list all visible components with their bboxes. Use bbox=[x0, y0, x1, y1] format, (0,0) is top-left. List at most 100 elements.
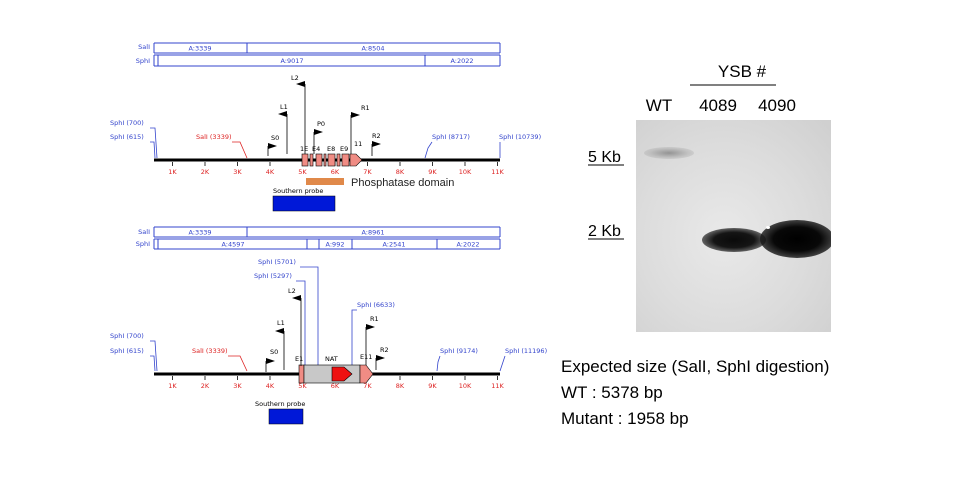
mut-exon-1 bbox=[298, 364, 305, 384]
mut-site-sphi-11196: SphI (11196) bbox=[505, 347, 547, 355]
wt-sphi-enzyme-label: SphI bbox=[136, 57, 150, 65]
mut-tick-label: 10K bbox=[459, 382, 472, 390]
mut-sali-fragment-2: A:8961 bbox=[361, 229, 384, 237]
mut-site-sphi-615: SphI (615) bbox=[110, 347, 144, 355]
wt-southern-probe bbox=[272, 195, 336, 212]
mut-primer-l1: L1 bbox=[277, 319, 285, 327]
marker-2kb: 2 Kb bbox=[588, 223, 621, 240]
blot-band-wt bbox=[644, 147, 694, 159]
mut-site-sphi-700: SphI (700) bbox=[110, 332, 144, 340]
mut-primer-l2: L2 bbox=[288, 287, 296, 295]
wt-sali-fragment-1: A:3339 bbox=[188, 45, 211, 53]
wt-exon-label-e8: E8 bbox=[327, 145, 335, 153]
note-line-2: WT : 5378 bp bbox=[561, 383, 663, 402]
mut-site-sali-3339: SalI (3339) bbox=[192, 347, 228, 355]
mut-primers: L2 L1 S0 R1 R2 bbox=[265, 287, 389, 372]
wt-primer-p0: P0 bbox=[317, 120, 325, 128]
wt-axis-ticks: 1K 2K 3K 4K 5K 6K 7K 8K 9K 10K 11K bbox=[168, 162, 504, 176]
wt-exon-label-1e: 1E bbox=[300, 145, 308, 153]
blot-labels: YSB # WT 4089 4090 5 Kb 2 Kb bbox=[588, 62, 796, 240]
mut-exon-11 bbox=[359, 364, 374, 384]
mut-tick-label: 3K bbox=[233, 382, 242, 390]
mut-sphi-fragment-2: A:992 bbox=[326, 241, 345, 249]
wt-primer-l1: L1 bbox=[280, 103, 288, 111]
southern-blot-image bbox=[636, 120, 831, 332]
note-line-1: Expected size (SalI, SphI digestion) bbox=[561, 357, 829, 376]
wt-tick-label: 3K bbox=[233, 168, 242, 176]
wt-sali-fragment-2: A:8504 bbox=[361, 45, 384, 53]
mutant-restriction-map: SalI A:3339 A:8961 SphI A:4597 A:992 A:2… bbox=[110, 226, 547, 425]
mut-tick-label: 6K bbox=[331, 382, 340, 390]
wt-sali-enzyme-label: SalI bbox=[138, 43, 150, 51]
mut-probe-label: Southern probe bbox=[255, 400, 305, 408]
wt-probe-label: Southern probe bbox=[273, 187, 323, 195]
wt-tick-label: 11K bbox=[491, 168, 504, 176]
mut-tick-label: 8K bbox=[396, 382, 405, 390]
wt-tick-label: 5K bbox=[298, 168, 307, 176]
wt-sphi-fragment-2: A:2022 bbox=[450, 57, 473, 65]
mut-southern-probe bbox=[268, 408, 304, 425]
mut-axis-ticks: 1K 2K 3K 4K 5K 6K 7K 8K 9K 10K 11K bbox=[168, 376, 504, 390]
mut-primer-s0: S0 bbox=[270, 348, 278, 356]
wt-sphi-fragment-1: A:9017 bbox=[280, 57, 303, 65]
mut-site-sphi-5297: SphI (5297) bbox=[254, 272, 292, 280]
mut-sphi-fragment-3: A:2541 bbox=[382, 241, 405, 249]
mut-sphi-row: SphI A:4597 A:992 A:2541 A:2022 bbox=[136, 238, 501, 250]
wt-tick-label: 10K bbox=[459, 168, 472, 176]
mut-tick-label: 1K bbox=[168, 382, 177, 390]
wt-tick-label: 7K bbox=[363, 168, 372, 176]
mut-nat-arrow bbox=[331, 366, 353, 382]
mut-primer-r2: R2 bbox=[380, 346, 389, 354]
wt-site-sphi-700: SphI (700) bbox=[110, 119, 144, 127]
wt-tick-label: 1K bbox=[168, 168, 177, 176]
mut-sali-enzyme-label: SalI bbox=[138, 228, 150, 236]
mut-site-sphi-6633: SphI (6633) bbox=[357, 301, 395, 309]
mut-nat-label: NAT bbox=[325, 355, 338, 363]
wt-tick-label: 6K bbox=[331, 168, 340, 176]
blot-header-ysb: YSB # bbox=[718, 62, 767, 81]
mut-sali-fragment-1: A:3339 bbox=[188, 229, 211, 237]
blot-artifact-dot bbox=[766, 226, 770, 229]
wt-site-sphi-615: SphI (615) bbox=[110, 133, 144, 141]
mut-tick-label: 9K bbox=[428, 382, 437, 390]
wt-primer-r1: R1 bbox=[361, 104, 370, 112]
mut-tick-label: 4K bbox=[266, 382, 275, 390]
wt-exon-label-e9: E9 bbox=[340, 145, 348, 153]
wt-tick-label: 2K bbox=[201, 168, 210, 176]
wt-tick-label: 9K bbox=[428, 168, 437, 176]
wt-primer-s0: S0 bbox=[271, 134, 279, 142]
wt-tick-label: 8K bbox=[396, 168, 405, 176]
mut-tick-label: 5K bbox=[298, 382, 307, 390]
note-line-3: Mutant : 1958 bp bbox=[561, 409, 689, 428]
wt-site-sali-3339: SalI (3339) bbox=[196, 133, 232, 141]
mut-tick-label: 2K bbox=[201, 382, 210, 390]
wt-restriction-map: SalI A:3339 A:8504 SphI A:9017 A:2022 Sp… bbox=[110, 42, 541, 212]
mut-sphi-fragment-4: A:2022 bbox=[456, 241, 479, 249]
wt-primer-r2: R2 bbox=[372, 132, 381, 140]
blot-band-4090 bbox=[760, 220, 831, 258]
wt-site-sphi-8717: SphI (8717) bbox=[432, 133, 470, 141]
mut-tick-label: 11K bbox=[491, 382, 504, 390]
lane-label-wt: WT bbox=[646, 96, 672, 115]
wt-sphi-row: SphI A:9017 A:2022 bbox=[136, 54, 501, 67]
lane-label-4090: 4090 bbox=[758, 96, 796, 115]
wt-sali-row: SalI A:3339 A:8504 bbox=[138, 42, 501, 54]
mut-sphi-enzyme-label: SphI bbox=[136, 240, 150, 248]
wt-phosphatase-domain-label: Phosphatase domain bbox=[351, 177, 454, 189]
mut-primer-r1: R1 bbox=[370, 315, 379, 323]
wt-exons bbox=[301, 153, 363, 167]
mut-sali-row: SalI A:3339 A:8961 bbox=[138, 226, 501, 238]
wt-primers: L2 L1 S0 P0 R1 R2 bbox=[267, 74, 381, 156]
mut-site-sphi-5701: SphI (5701) bbox=[258, 258, 296, 266]
wt-phosphatase-domain-bar bbox=[306, 178, 344, 185]
mut-exon-label-e1: E1 bbox=[295, 355, 303, 363]
wt-exon-label-11: 11 bbox=[354, 140, 362, 148]
wt-exon-label-e4: E4 bbox=[312, 145, 320, 153]
lane-label-4089: 4089 bbox=[699, 96, 737, 115]
wt-tick-label: 4K bbox=[266, 168, 275, 176]
wt-primer-l2: L2 bbox=[291, 74, 299, 82]
mut-sphi-fragment-1: A:4597 bbox=[221, 241, 244, 249]
mut-site-sphi-9174: SphI (9174) bbox=[440, 347, 478, 355]
marker-5kb: 5 Kb bbox=[588, 149, 621, 166]
